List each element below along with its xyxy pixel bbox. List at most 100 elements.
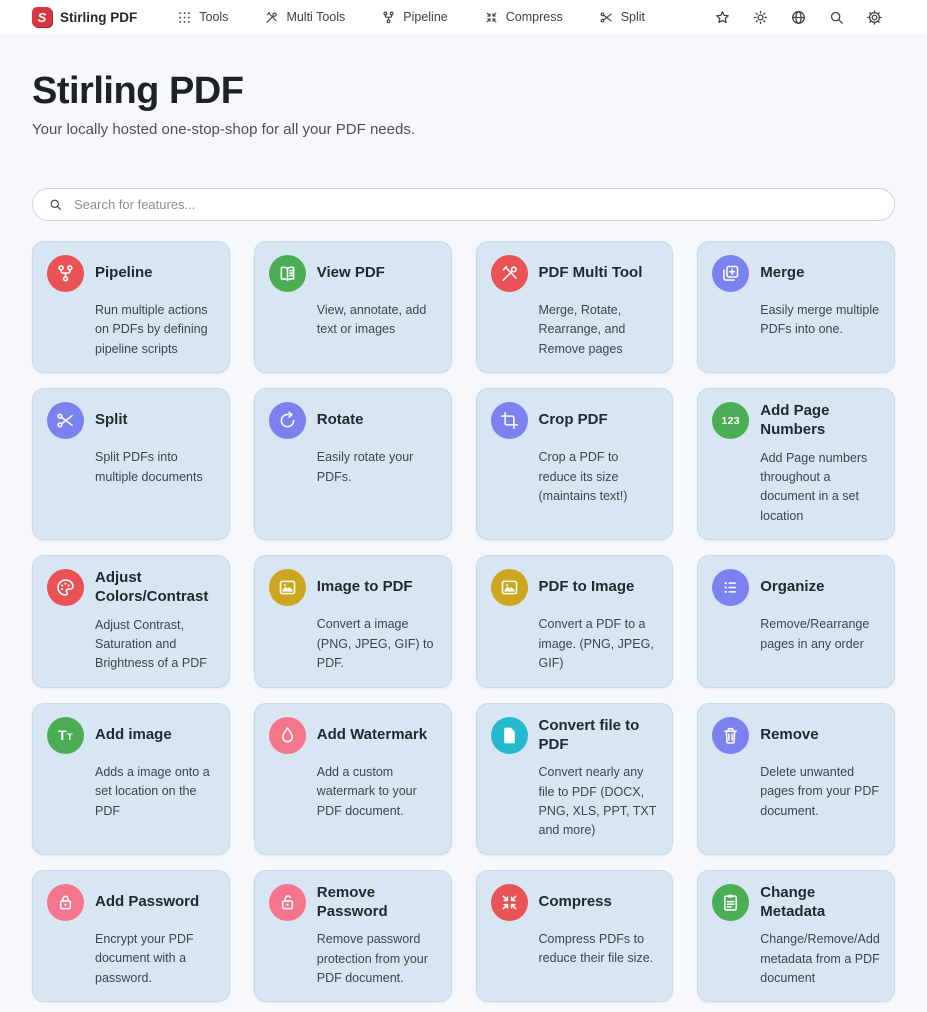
card-head: PDF to Image [490,569,659,607]
card-head: Pipeline [47,255,215,292]
nav-item-label: Compress [505,10,563,24]
settings-gear-icon[interactable] [866,9,883,26]
search-box[interactable] [32,188,895,221]
card-add-watermark[interactable]: Add Watermark Add a custom watermark to y… [253,702,452,855]
card-rotate[interactable]: Rotate Easily rotate your PDFs. [253,388,452,541]
card-title: Image to PDF [316,578,413,596]
rotate-icon [268,402,306,440]
card-title: Rotate [316,411,364,429]
card-change-metadata[interactable]: Change Metadata Change/Remove/Add metadat… [697,869,895,1003]
card-title: Remove [760,725,819,743]
text-Tr-icon: TT [47,716,84,754]
card-description: Delete unwanted pages from your PDF docu… [760,764,880,818]
card-head: 123 Add Page Numbers [712,402,880,440]
scissors-icon [599,10,614,25]
card-title: View PDF [316,264,385,282]
merge-icon [712,255,750,292]
card-description: View, annotate, add text or images [316,303,427,337]
theme-sun-icon[interactable] [752,9,769,26]
hero-section: Stirling PDF Your locally hosted one-sto… [0,34,927,138]
nav-item-label: Pipeline [403,10,448,24]
card-organize[interactable]: Organize Remove/Rearrange pages in any or… [697,555,895,688]
card-head: Image to PDF [268,569,437,607]
card-crop-pdf[interactable]: Crop PDF Crop a PDF to reduce its size (m… [475,388,674,541]
card-title: Compress [538,892,612,910]
card-description: Change/Remove/Add metadata from a PDF do… [760,932,880,985]
card-head: Adjust Colors/Contrast [47,569,215,607]
card-head: PDF Multi Tool [490,255,659,292]
clipboard-icon [712,884,750,921]
card-head: Change Metadata [712,884,880,922]
nav-item-pipeline[interactable]: Pipeline [381,10,448,25]
nav-item-compress[interactable]: Compress [484,10,563,25]
nav-item-label: Multi Tools [286,10,346,24]
feature-card-grid: Pipeline Run multiple actions on PDFs by … [32,241,895,1003]
card-title: Adjust Colors/Contrast [95,569,209,605]
palette-icon [47,569,84,607]
top-navbar: S Stirling PDF Tools Multi Tools Pipeline C… [0,0,927,34]
card-title: Merge [760,264,805,282]
apps-grid-icon [177,10,192,25]
card-adjust-colors-contrast[interactable]: Adjust Colors/Contrast Adjust Contrast, S… [32,555,230,688]
brand-home-link[interactable]: S Stirling PDF [32,7,137,27]
crop-icon [490,402,528,440]
card-compress[interactable]: Compress Compress PDFs to reduce their fi… [475,869,674,1003]
card-remove[interactable]: Remove Delete unwanted pages from your PD… [697,702,895,855]
card-description: Run multiple actions on PDFs by defining… [95,303,208,356]
card-head: Compress [490,883,659,921]
card-head: Merge [712,255,880,292]
card-split[interactable]: Split Split PDFs into multiple documents [32,388,230,541]
search-input[interactable] [74,197,879,212]
card-title: Crop PDF [538,411,608,429]
card-title: Pipeline [95,264,153,282]
language-globe-icon[interactable] [790,9,807,26]
card-head: TT Add image [47,716,215,754]
search-icon [48,197,63,212]
droplet-icon [268,716,306,754]
card-pdf-to-image[interactable]: PDF to Image Convert a PDF to a image. (P… [475,555,674,688]
card-image-to-pdf[interactable]: Image to PDF Convert a image (PNG, JPEG, … [253,555,452,688]
card-pdf-multi-tool[interactable]: PDF Multi Tool Merge, Rotate, Rearrange, … [475,241,674,374]
card-description: Adds a image onto a set location on the … [95,764,210,818]
search-icon[interactable] [828,9,845,26]
pipeline-icon [381,10,396,25]
card-head: Remove [712,716,880,754]
pipeline-icon [47,255,84,292]
nav-item-multi-tools[interactable]: Multi Tools [264,10,345,25]
card-merge[interactable]: Merge Easily merge multiple PDFs into one… [697,241,895,374]
nav-items: Tools Multi Tools Pipeline Compress Split [177,10,645,25]
card-title: Add image [95,725,172,743]
card-head: Split [47,402,215,440]
card-title: Add Page Numbers [760,402,830,438]
card-view-pdf[interactable]: View PDF View, annotate, add text or imag… [253,241,452,374]
card-description: Remove password protection from your PDF… [316,932,428,985]
card-description: Easily merge multiple PDFs into one. [760,303,880,337]
page-title: Stirling PDF [32,70,244,112]
card-add-page-numbers[interactable]: 123 Add Page Numbers Add Page numbers thro… [697,388,895,541]
image-icon [268,569,306,607]
page-numbers-123-icon: 123 [712,402,750,440]
card-head: Crop PDF [490,402,659,440]
card-title: Organize [760,578,825,596]
nav-item-split[interactable]: Split [599,10,645,25]
card-head: Rotate [268,402,437,440]
file-icon [490,717,528,754]
brand-name: Stirling PDF [60,9,138,25]
card-title: Remove Password [316,883,388,920]
nav-item-label: Tools [199,10,229,24]
card-description: Remove/Rearrange pages in any order [760,617,870,651]
card-remove-password[interactable]: Remove Password Remove password protectio… [253,869,452,1003]
card-head: Add Watermark [268,716,437,754]
card-title: Add Password [95,892,200,910]
card-add-password[interactable]: Add Password Encrypt your PDF document wi… [32,869,230,1003]
card-pipeline[interactable]: Pipeline Run multiple actions on PDFs by … [32,241,230,374]
nav-item-tools[interactable]: Tools [177,10,228,25]
card-add-image[interactable]: TT Add image Adds a image onto a set locat… [32,702,230,855]
card-description: Adjust Contrast, Saturation and Brightne… [95,617,207,671]
card-convert-file-to-pdf[interactable]: Convert file to PDF Convert nearly any fi… [475,702,674,855]
nav-actions [714,9,883,26]
card-description: Encrypt your PDF document with a passwor… [95,931,194,985]
star-icon[interactable] [714,9,731,26]
multi-tool-icon [490,255,528,292]
card-head: Add Password [47,883,215,921]
